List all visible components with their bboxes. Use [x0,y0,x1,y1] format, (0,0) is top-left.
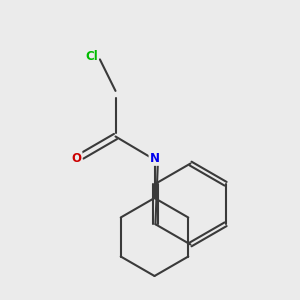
Text: N: N [149,152,160,165]
Text: Cl: Cl [85,50,98,64]
Text: O: O [71,152,82,165]
